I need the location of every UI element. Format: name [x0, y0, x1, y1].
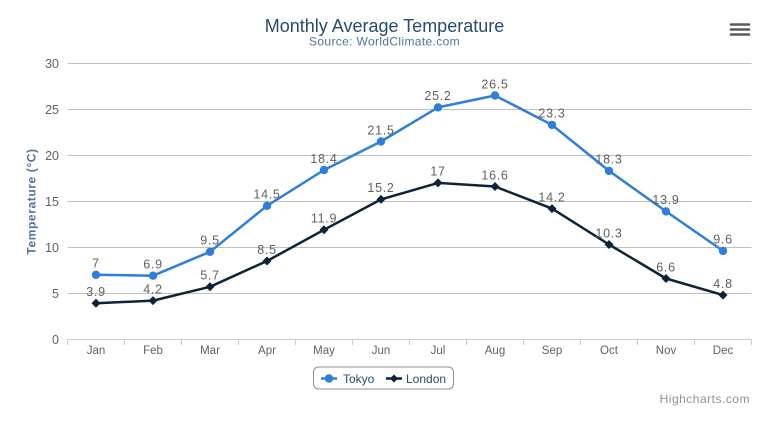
svg-text:30: 30	[45, 57, 59, 71]
svg-text:15: 15	[45, 195, 59, 209]
svg-text:25.2: 25.2	[424, 89, 451, 103]
svg-text:26.5: 26.5	[481, 77, 508, 91]
svg-text:Monthly Average Temperature: Monthly Average Temperature	[265, 16, 504, 36]
svg-text:London: London	[406, 372, 446, 386]
svg-text:4.2: 4.2	[143, 282, 162, 296]
svg-text:Apr: Apr	[258, 345, 276, 357]
svg-text:Nov: Nov	[656, 345, 677, 357]
svg-text:Feb: Feb	[143, 345, 163, 357]
svg-text:9.6: 9.6	[713, 233, 732, 247]
svg-text:25: 25	[45, 103, 59, 117]
svg-text:16.6: 16.6	[481, 168, 508, 182]
svg-text:18.3: 18.3	[595, 153, 622, 167]
svg-text:10: 10	[45, 241, 59, 255]
svg-text:Sep: Sep	[542, 345, 562, 357]
svg-text:5.7: 5.7	[200, 269, 219, 283]
svg-text:0: 0	[52, 333, 59, 347]
svg-text:Mar: Mar	[200, 345, 220, 357]
svg-text:Dec: Dec	[713, 345, 734, 357]
svg-text:Source: WorldClimate.com: Source: WorldClimate.com	[309, 35, 460, 49]
svg-text:6.9: 6.9	[143, 258, 162, 272]
svg-text:8.5: 8.5	[257, 243, 276, 257]
svg-text:5: 5	[52, 287, 59, 301]
svg-text:10.3: 10.3	[595, 226, 622, 240]
svg-text:9.5: 9.5	[200, 234, 219, 248]
svg-text:Aug: Aug	[485, 345, 505, 357]
svg-text:7: 7	[92, 257, 100, 271]
svg-text:Jun: Jun	[372, 345, 391, 357]
svg-text:3.9: 3.9	[86, 285, 105, 299]
svg-text:17: 17	[430, 165, 445, 179]
svg-text:4.8: 4.8	[713, 277, 732, 291]
svg-text:23.3: 23.3	[538, 107, 565, 121]
svg-text:21.5: 21.5	[367, 123, 394, 137]
svg-text:Jul: Jul	[431, 345, 446, 357]
svg-text:Oct: Oct	[600, 345, 619, 357]
svg-text:14.5: 14.5	[253, 188, 280, 202]
svg-text:6.6: 6.6	[656, 260, 675, 274]
svg-text:Highcharts.com: Highcharts.com	[660, 392, 750, 406]
svg-text:Tokyo: Tokyo	[343, 372, 375, 386]
svg-text:20: 20	[45, 149, 59, 163]
svg-text:14.2: 14.2	[538, 190, 565, 204]
svg-text:11.9: 11.9	[311, 212, 337, 226]
svg-text:Temperature (°C): Temperature (°C)	[25, 148, 39, 254]
svg-text:Jan: Jan	[87, 345, 106, 357]
svg-text:13.9: 13.9	[652, 193, 679, 207]
svg-text:18.4: 18.4	[310, 152, 337, 166]
svg-text:15.2: 15.2	[367, 181, 394, 195]
svg-text:May: May	[313, 345, 335, 357]
